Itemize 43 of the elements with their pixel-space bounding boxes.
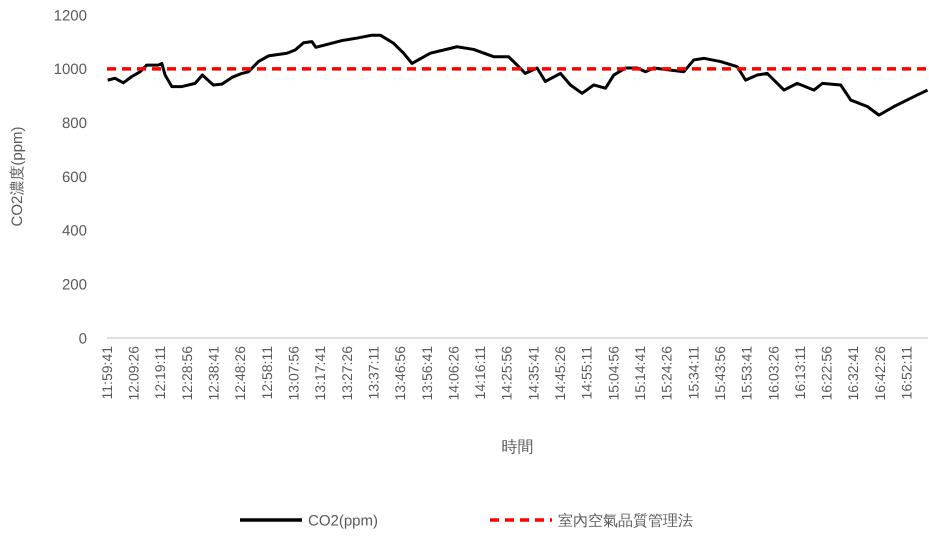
x-tick-label: 13:07:56 xyxy=(285,346,302,400)
x-tick-label: 15:34:11 xyxy=(685,346,702,400)
x-tick-label: 13:27:26 xyxy=(338,346,355,400)
x-tick-label: 14:16:11 xyxy=(472,346,488,400)
x-tick-label: 12:38:41 xyxy=(206,346,222,400)
x-tick-label: 14:06:26 xyxy=(445,346,462,400)
legend-label: 室內空氣品質管理法 xyxy=(558,512,693,530)
x-tick-label: 16:22:56 xyxy=(818,346,835,400)
y-tick-label: 600 xyxy=(62,168,87,186)
x-tick-label: 15:24:26 xyxy=(658,346,675,400)
x-tick-label: 13:37:11 xyxy=(365,346,382,400)
y-tick-label: 800 xyxy=(62,114,87,132)
y-tick-label: 400 xyxy=(62,222,87,240)
x-tick-label: 13:56:41 xyxy=(418,346,435,400)
x-tick-label: 15:53:41 xyxy=(738,346,755,400)
x-tick-label: 16:03:26 xyxy=(765,346,782,400)
line-series xyxy=(106,34,929,117)
x-tick-label: 12:19:11 xyxy=(152,346,168,400)
y-tick-label: 1200 xyxy=(54,7,87,24)
x-tick-label: 12:28:56 xyxy=(178,346,195,400)
x-tick-label: 14:25:56 xyxy=(498,346,515,400)
x-tick-label: 13:17:41 xyxy=(312,346,328,400)
x-tick-label: 15:14:41 xyxy=(632,346,648,400)
x-tick-label: 14:35:41 xyxy=(525,346,542,400)
x-tick-label: 16:13:11 xyxy=(792,346,808,400)
x-tick-label: 15:43:56 xyxy=(712,346,728,400)
x-tick-label: 13:46:56 xyxy=(392,346,408,400)
y-tick-label: 0 xyxy=(78,330,87,348)
x-tick-label: 16:32:41 xyxy=(845,346,862,400)
x-tick-label: 15:04:56 xyxy=(605,346,622,400)
x-tick-label: 12:58:11 xyxy=(258,346,275,400)
x-tick-label: 16:42:26 xyxy=(872,346,888,400)
x-tick-label: 14:45:26 xyxy=(552,346,568,400)
y-tick-label: 200 xyxy=(62,276,87,294)
x-tick-label: 11:59:41 xyxy=(98,346,115,400)
y-axis-title: CO2濃度(ppm) xyxy=(9,126,26,227)
y-tick-label: 1000 xyxy=(54,61,87,78)
legend-label: CO2(ppm) xyxy=(308,512,378,530)
x-tick-label: 14:55:11 xyxy=(578,346,595,400)
x-tick-label: 12:48:26 xyxy=(232,346,248,400)
x-axis-title: 時間 xyxy=(502,438,534,456)
x-tick-label: 16:52:11 xyxy=(898,346,915,400)
x-tick-label: 12:09:26 xyxy=(126,346,142,400)
